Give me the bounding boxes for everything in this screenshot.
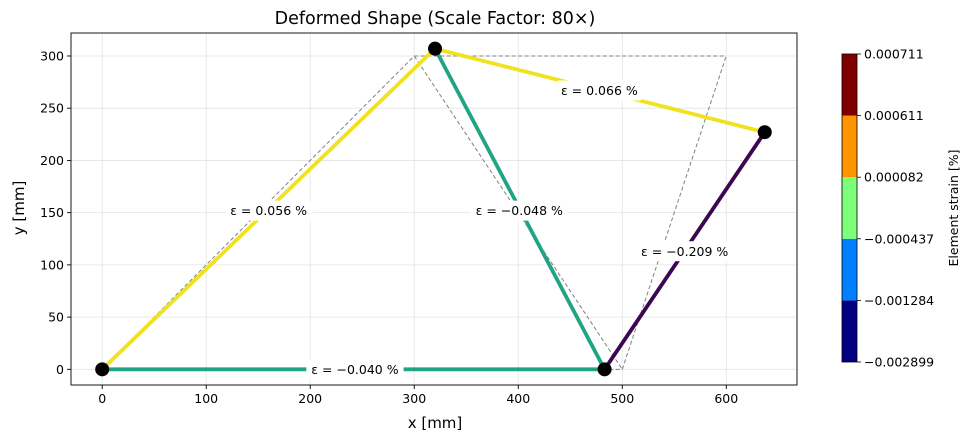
strain-label-group: ε = −0.209 % [636, 241, 734, 262]
strain-label: ε = −0.040 % [311, 362, 398, 377]
colorbar-segment [842, 238, 857, 301]
x-axis-ticks: 0 100 200 300 400 500 600 [98, 385, 738, 406]
node-marker [428, 41, 443, 56]
y-axis-title: y [mm] [10, 181, 28, 236]
chart-title: Deformed Shape (Scale Factor: 80×) [275, 9, 596, 29]
deformed-elements [100, 46, 767, 372]
strain-label: ε = 0.056 % [230, 203, 307, 218]
y-tick-label: 200 [40, 153, 64, 168]
strain-label-group: ε = −0.048 % [470, 200, 568, 221]
y-tick-label: 100 [40, 257, 64, 272]
colorbar-segment [842, 115, 857, 178]
strain-label-box [636, 241, 734, 262]
strain-label-group: ε = −0.040 % [306, 359, 404, 380]
colorbar-segment [842, 300, 857, 362]
x-tick-label: 0 [98, 391, 106, 406]
colorbar-tick-label: 0.000611 [864, 108, 924, 123]
strain-label-box [306, 359, 404, 380]
y-tick-label: 0 [56, 362, 64, 377]
colorbar-segment [842, 177, 857, 239]
y-axis-ticks: 0 50 100 150 200 250 300 [40, 48, 71, 377]
x-tick-label: 100 [194, 391, 218, 406]
colorbar-title: Element strain [%] [946, 150, 961, 267]
colorbar-tick-label: −0.001284 [864, 293, 934, 308]
x-tick-label: 300 [402, 391, 426, 406]
strain-label: ε = 0.066 % [561, 83, 638, 98]
undeformed-member [413, 55, 623, 370]
node-marker [597, 362, 612, 377]
deformed-nodes [95, 41, 772, 377]
colorbar-frame [841, 53, 858, 363]
colorbar-tick-label: 0.000711 [864, 47, 924, 62]
plot-frame [70, 32, 798, 386]
x-tick-label: 400 [506, 391, 530, 406]
colorbar-tick-label: −0.002899 [864, 355, 934, 370]
y-tick-label: 150 [40, 205, 64, 220]
x-tick-label: 200 [298, 391, 322, 406]
y-tick-label: 250 [40, 101, 64, 116]
strain-label: ε = −0.048 % [476, 203, 563, 218]
strain-label: ε = −0.209 % [641, 244, 728, 259]
x-tick-label: 600 [714, 391, 738, 406]
node-marker [95, 362, 110, 377]
x-tick-label: 500 [610, 391, 634, 406]
y-tick-label: 300 [40, 48, 64, 63]
strain-label-box [555, 80, 643, 101]
x-axis-title: x [mm] [408, 414, 463, 432]
colorbar-tick-label: 0.000082 [864, 170, 924, 185]
colorbar-tick-label: −0.000437 [864, 231, 934, 246]
y-tick-label: 50 [48, 310, 64, 325]
node-marker [757, 125, 772, 140]
strain-label-box [225, 200, 313, 221]
strain-labels: ε = 0.056 % ε = −0.040 % ε = −0.048 % ε = 0… [225, 80, 734, 380]
colorbar: −0.002899 −0.001284 −0.000437 0.000082 0.000… [841, 47, 934, 370]
strain-label-box [470, 200, 568, 221]
strain-label-group: ε = 0.056 % [225, 200, 313, 221]
strain-label-group: ε = 0.066 % [555, 80, 643, 101]
colorbar-segment [842, 54, 857, 116]
